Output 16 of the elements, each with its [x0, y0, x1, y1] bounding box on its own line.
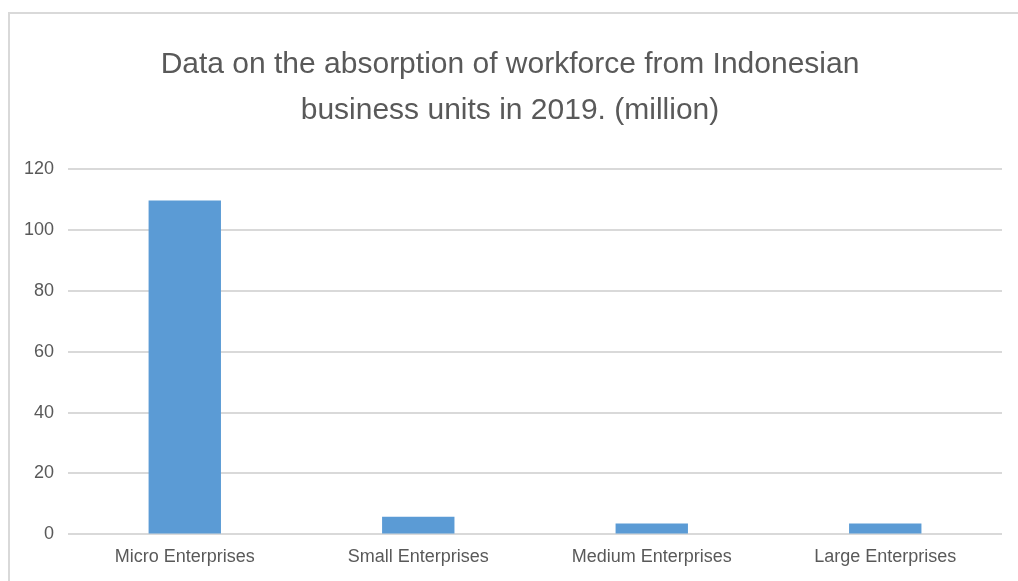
bar: [849, 523, 922, 534]
y-tick-label: 100: [23, 218, 55, 239]
x-tick-label: Large Enterprises: [814, 546, 957, 567]
y-tick-label: 0: [44, 523, 55, 544]
x-tick-label: Small Enterprises: [347, 546, 489, 567]
y-tick-label: 80: [34, 279, 55, 300]
y-tick-label: 40: [34, 401, 55, 422]
y-tick-label: 120: [23, 157, 55, 178]
x-tick-label: Medium Enterprises: [571, 546, 732, 567]
y-tick-label: 20: [34, 462, 55, 483]
bar: [148, 200, 221, 534]
x-tick-label: Micro Enterprises: [114, 546, 255, 567]
bar: [615, 523, 688, 534]
y-tick-label: 60: [34, 340, 55, 361]
bar: [382, 516, 455, 534]
chart-title: Data on the absorption of workforce from Indonesian business units in 2019. (million): [160, 45, 860, 127]
